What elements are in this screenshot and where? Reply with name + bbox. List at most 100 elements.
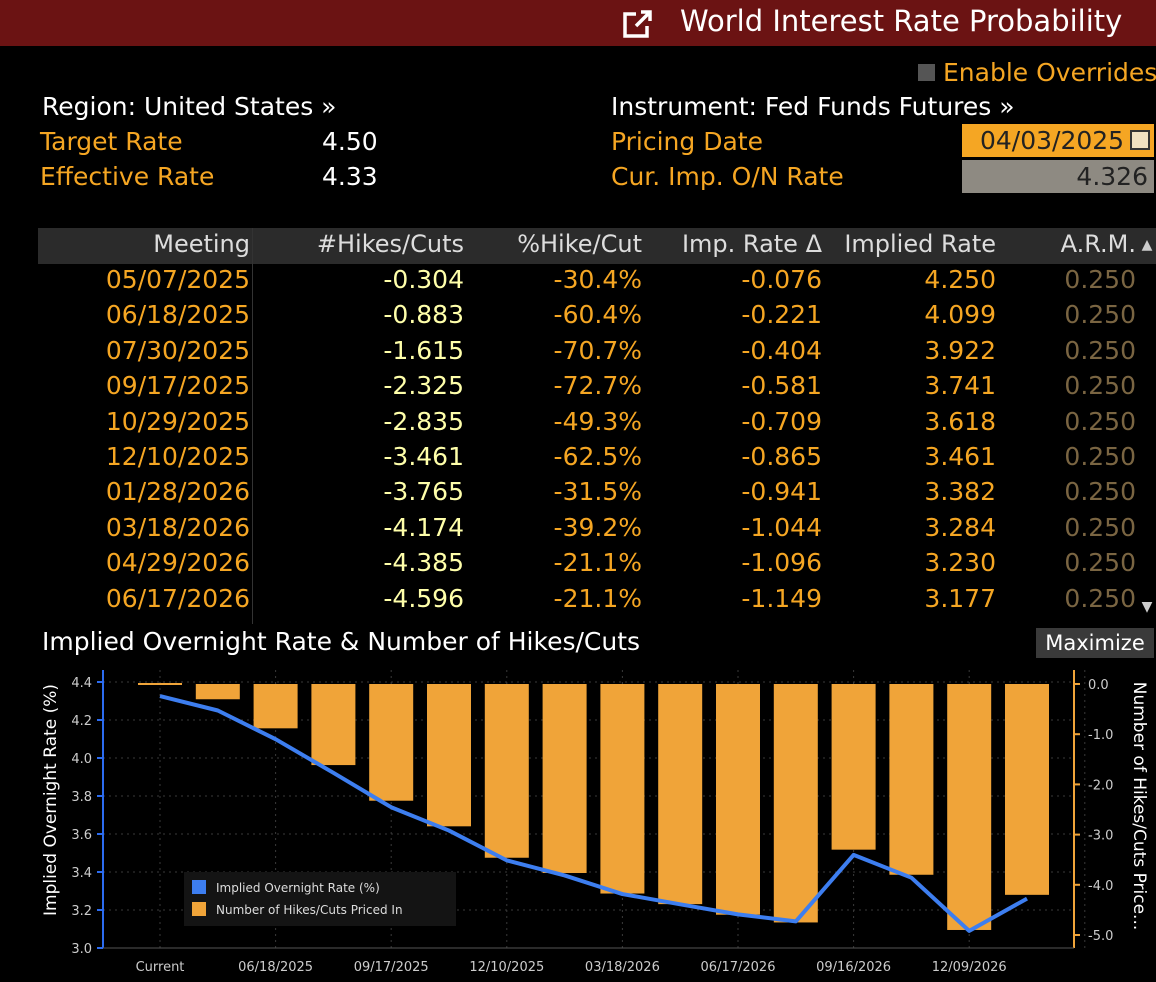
pct-hike-cut-value: -30.4% [553,265,642,294]
pricing-date-value: 04/03/2025 [980,126,1125,155]
enable-overrides-toggle[interactable]: Enable Overrides [918,58,1156,87]
right-axis-title: Number of Hikes/Cuts Price... [1129,682,1149,931]
imp-rate-delta-value: -0.076 [741,265,822,294]
right-tick-label: -2.0 [1088,778,1113,793]
col-implied-rate[interactable]: Implied Rate [844,230,996,258]
arm-value: 0.250 [1064,442,1136,471]
hikes-cuts-value: -2.325 [383,371,464,401]
imp-rate-delta-value: -0.221 [741,300,822,330]
meeting-date: 03/18/2026 [105,512,250,542]
hikes-cuts-value: -4.596 [383,583,464,613]
window-title: World Interest Rate Probability [680,4,1123,38]
imp-rate-delta-value: -0.404 [741,335,822,365]
meeting-date: 06/17/2026 [105,583,250,613]
col-imp-rate-delta[interactable]: Imp. Rate Δ [681,230,822,258]
bar [195,684,240,700]
scroll-down-icon[interactable]: ▼ [1141,599,1153,615]
x-tick-label: 09/17/2025 [354,960,429,975]
hikes-cuts-value: -3.765 [383,477,464,507]
x-tick-label: 03/18/2026 [585,960,660,975]
left-tick-label: 3.4 [71,866,92,881]
arm-value: 0.250 [1064,512,1136,542]
region-selector[interactable]: Region: United States » [42,92,337,121]
pct-hike-cut-value: -70.7% [553,335,642,365]
effective-rate-value: 4.33 [322,162,378,191]
bar [947,684,992,930]
legend-swatch-hikes [192,902,206,916]
bar [484,684,529,858]
pricing-date-input[interactable]: 04/03/2025 [962,124,1154,157]
table-row[interactable]: 10/29/2025 -2.835 -49.3% -0.709 3.618 0.250 [38,406,1156,441]
arm-value: 0.250 [1064,371,1136,401]
left-tick-label: 4.4 [71,676,92,691]
target-rate-value: 4.50 [322,127,378,156]
table-row[interactable]: 07/30/2025 -1.615 -70.7% -0.404 3.922 0.250 [38,335,1156,370]
left-tick-label: 3.6 [71,828,92,843]
rate-line [159,694,1028,933]
meeting-date: 07/30/2025 [105,335,250,365]
meeting-date: 12/10/2025 [105,442,250,471]
effective-rate-label: Effective Rate [40,162,215,191]
x-tick-label: 06/18/2025 [238,960,313,975]
hikes-cuts-value: -1.615 [383,335,464,365]
meeting-date: 05/07/2025 [105,265,250,294]
col-meeting[interactable]: Meeting [153,230,250,258]
legend-swatch-rate [192,880,206,894]
bar [600,684,645,894]
col-hikes-cuts[interactable]: #Hikes/Cuts [316,230,464,258]
scroll-up-icon[interactable]: ▲ [1141,237,1153,253]
left-tick-label: 3.8 [71,790,92,805]
right-tick-label: -1.0 [1088,728,1113,743]
rate-chart: 4.4 4.2 4.0 3.8 3.6 3.4 3.2 3.0 0.0 -1.0 -2.0 -3.0 -… [41,670,1149,975]
arm-value: 0.250 [1064,265,1136,294]
pct-hike-cut-value: -62.5% [553,442,642,471]
arm-value: 0.250 [1064,583,1136,613]
pct-hike-cut-value: -21.1% [553,548,642,578]
target-rate-label: Target Rate [40,127,183,156]
left-tick-label: 3.0 [71,942,92,957]
arm-value: 0.250 [1064,548,1136,578]
table-row[interactable]: 03/18/2026 -4.174 -39.2% -1.044 3.284 0.250 [38,512,1156,547]
cur-imp-rate-value: 4.326 [962,160,1154,193]
implied-rate-value: 3.284 [924,512,996,542]
bar [716,684,760,915]
table-row[interactable]: 09/17/2025 -2.325 -72.7% -0.581 3.741 0.250 [38,370,1156,405]
bar [311,684,356,766]
bar [831,684,876,850]
right-tick-label: -3.0 [1088,829,1113,844]
checkbox-icon[interactable] [918,63,935,81]
column-divider [252,228,253,624]
table-row[interactable]: 04/29/2026 -4.385 -21.1% -1.096 3.230 0.250 [38,547,1156,582]
hikes-cuts-value: -2.835 [383,406,464,436]
pct-hike-cut-value: -60.4% [553,300,642,330]
col-arm[interactable]: A.R.M. [1060,230,1136,258]
imp-rate-delta-value: -1.149 [741,583,822,613]
x-tick-label: Current [136,960,185,975]
external-link-icon[interactable] [622,8,654,40]
table-row[interactable]: 05/07/2025 -0.304 -30.4% -0.076 4.250 0.250 [38,264,1156,299]
implied-rate-value: 4.250 [924,265,996,294]
imp-rate-delta-value: -0.941 [741,477,822,507]
implied-rate-value: 3.618 [924,406,996,436]
implied-rate-value: 3.230 [924,548,996,578]
chart-title: Implied Overnight Rate & Number of Hikes… [42,627,641,656]
left-tick-label: 4.0 [71,752,92,767]
left-tick-label: 4.2 [71,714,92,729]
table-row[interactable]: 01/28/2026 -3.765 -31.5% -0.941 3.382 0.250 [38,476,1156,511]
meeting-date: 01/28/2026 [105,477,250,507]
table-row[interactable]: 12/10/2025 -3.461 -62.5% -0.865 3.461 0.250 [38,441,1156,476]
table-row[interactable]: 06/17/2026 -4.596 -21.1% -1.149 3.177 0.250 [38,583,1156,618]
legend-box [184,872,456,926]
calendar-icon[interactable] [1130,130,1150,150]
col-pct-hike-cut[interactable]: %Hike/Cut [517,230,642,258]
table-body: 05/07/2025 -0.304 -30.4% -0.076 4.250 0.250 06… [38,264,1156,624]
bar [253,684,298,729]
x-tick-label: 09/16/2026 [816,960,891,975]
left-tick-label: 3.2 [71,904,92,919]
table-row[interactable]: 06/18/2025 -0.883 -60.4% -0.221 4.099 0.250 [38,299,1156,334]
x-tick-label: 12/09/2026 [932,960,1007,975]
pct-hike-cut-value: -31.5% [553,477,642,507]
instrument-selector[interactable]: Instrument: Fed Funds Futures » [611,92,1015,121]
implied-rate-value: 3.922 [924,335,996,365]
maximize-button[interactable]: Maximize [1036,628,1154,658]
